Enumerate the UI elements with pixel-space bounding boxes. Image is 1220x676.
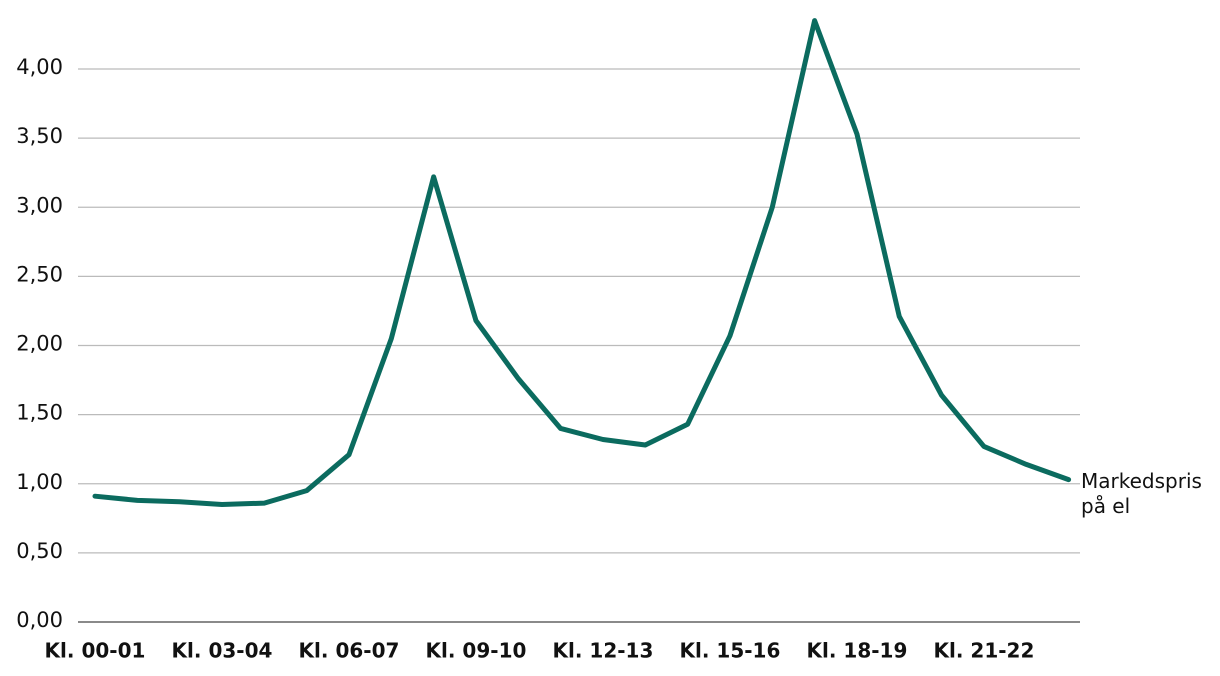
x-tick-label: Kl. 09-10	[426, 639, 527, 663]
y-tick-label: 2,50	[16, 262, 63, 286]
x-tick-label: Kl. 21-22	[933, 639, 1034, 663]
line	[92, 18, 1072, 507]
y-tick-label: 0,00	[16, 608, 63, 632]
y-tick-label: 1,00	[16, 470, 63, 494]
y-tick-label: 3,00	[16, 193, 63, 217]
x-tick-label: Kl. 03-04	[172, 639, 273, 663]
x-tick-label: Kl. 15-16	[680, 639, 781, 663]
y-tick-label: 4,00	[16, 55, 63, 79]
y-tick-label: 1,50	[16, 401, 63, 425]
x-tick-label: Kl. 18-19	[806, 639, 907, 663]
y-tick-label: 2,00	[16, 332, 63, 356]
x-tick-label: Kl. 06-07	[299, 639, 400, 663]
y-tick-label: 3,50	[16, 124, 63, 148]
x-tick-label: Kl. 00-01	[45, 639, 146, 663]
y-tick-label: 0,50	[16, 539, 63, 563]
x-tick-label: Kl. 12-13	[553, 639, 654, 663]
series-label: Markedspris på el	[1081, 469, 1202, 518]
